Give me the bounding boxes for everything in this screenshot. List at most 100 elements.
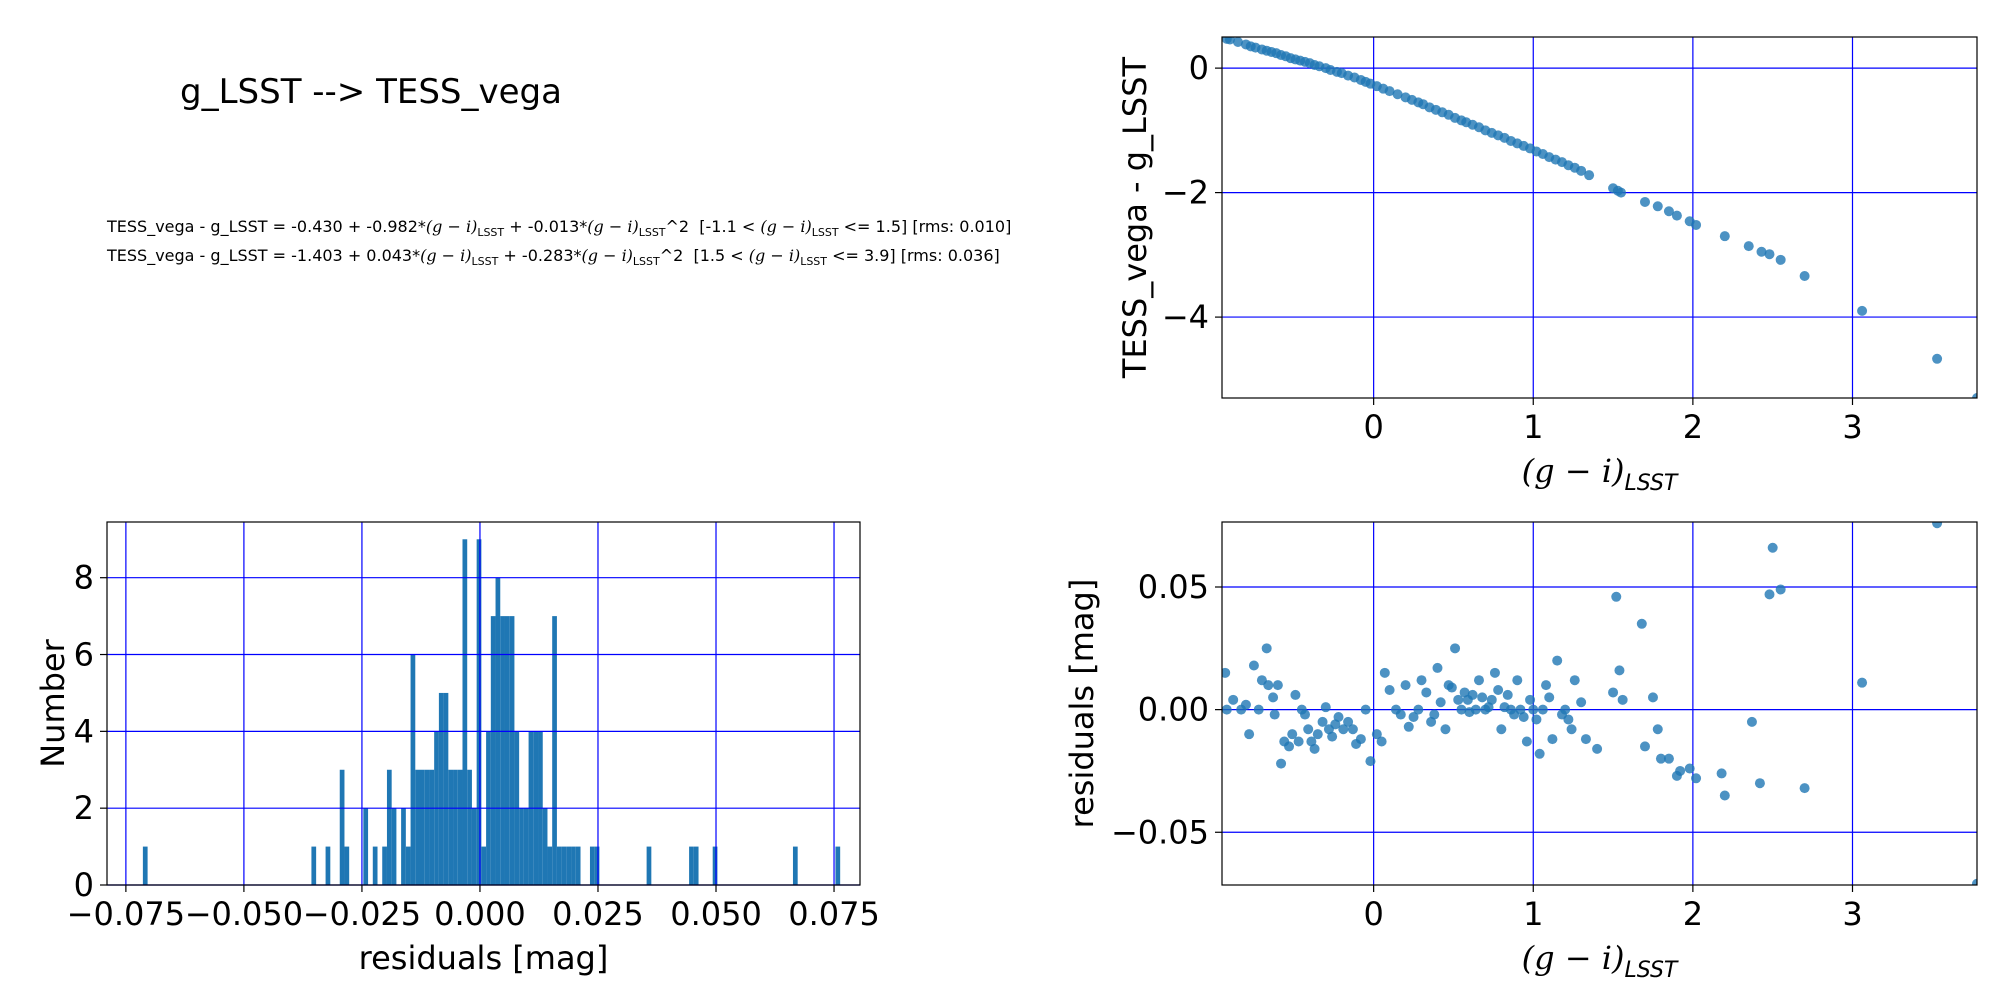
- y-tick-label: −2: [1162, 174, 1209, 212]
- data-point: [1531, 714, 1542, 725]
- data-point: [1269, 709, 1280, 720]
- histogram-bar: [457, 769, 463, 885]
- data-point: [1400, 680, 1411, 691]
- plot-panel-residuals: 0 1 2 3 0.05 0.00 −0.05 (g − i)LSST residuals [m…: [1063, 521, 1978, 983]
- data-point: [1365, 756, 1376, 767]
- figure-title: g_LSST --> TESS_vega: [180, 72, 562, 112]
- data-point: [1799, 783, 1810, 794]
- y-tick-label: 8: [74, 559, 94, 597]
- x-tick-label: 2: [1683, 408, 1703, 446]
- x-tick-label: 0: [1363, 408, 1383, 446]
- y-tick-label: −4: [1162, 298, 1209, 336]
- data-point: [1566, 724, 1577, 735]
- data-point: [1376, 736, 1387, 747]
- data-point: [1857, 305, 1868, 316]
- data-point: [1293, 736, 1304, 747]
- histogram-bar: [561, 846, 567, 885]
- data-point: [1284, 741, 1295, 752]
- data-point: [1489, 667, 1500, 678]
- data-point: [1470, 704, 1481, 715]
- data-point: [1614, 665, 1625, 676]
- histogram-bar: [462, 539, 468, 885]
- data-point: [1592, 743, 1603, 754]
- data-point: [1719, 231, 1730, 242]
- data-point: [1268, 692, 1279, 703]
- data-point: [1560, 704, 1571, 715]
- y-tick-label: 0: [74, 866, 94, 904]
- data-point: [1537, 704, 1548, 715]
- histogram-bar: [344, 846, 350, 885]
- histogram-bar: [552, 616, 557, 885]
- data-point: [1799, 271, 1810, 282]
- y-tick-label: 6: [74, 636, 94, 674]
- histogram-bar: [401, 808, 406, 885]
- histogram-bar: [339, 769, 345, 885]
- x-tick-label: −0.075: [67, 895, 185, 933]
- data-point: [1333, 711, 1344, 722]
- histogram-bar: [589, 846, 595, 885]
- data-point: [1972, 393, 1977, 398]
- data-point: [1413, 704, 1424, 715]
- data-point: [1663, 206, 1674, 217]
- fit-equations: TESS_vega - g_LSST = -0.430 + -0.982*(g …: [107, 215, 1011, 273]
- histogram-bar: [471, 808, 477, 885]
- data-point: [1403, 721, 1414, 732]
- data-point: [1684, 763, 1695, 774]
- histogram-bar: [712, 846, 718, 885]
- data-point: [1547, 734, 1558, 745]
- data-point: [1932, 522, 1943, 529]
- plot-panel-histogram: −0.075 −0.050 −0.025 0.000 0.025 0.050 0.075 0 2…: [34, 521, 880, 977]
- y-tick-label: −0.05: [1111, 813, 1209, 851]
- data-point: [1493, 685, 1504, 696]
- data-point: [1764, 249, 1775, 260]
- axes-frame: [1221, 521, 1978, 886]
- data-point: [1764, 589, 1775, 600]
- data-point: [1416, 675, 1427, 686]
- data-point: [1338, 724, 1349, 735]
- histogram-bar: [571, 846, 576, 885]
- data-point: [1303, 724, 1314, 735]
- data-point: [1576, 697, 1587, 708]
- data-point: [1528, 704, 1539, 715]
- x-tick-label: 3: [1842, 895, 1862, 933]
- y-tick-label: 0: [1189, 49, 1209, 87]
- plot-panel-transformation: 0 1 2 3 0 −2 −4 (g − i)LSST TESS_vega - g_LSST: [1116, 36, 1978, 496]
- data-point: [1429, 709, 1440, 720]
- data-point: [1450, 643, 1461, 654]
- histogram-bar: [594, 846, 600, 885]
- data-point: [1754, 778, 1765, 789]
- data-point: [1276, 758, 1287, 769]
- histogram-bar: [363, 808, 369, 885]
- data-point: [1248, 660, 1259, 671]
- histogram-bar: [481, 846, 487, 885]
- data-point: [1639, 741, 1650, 752]
- histogram-bar: [372, 846, 378, 885]
- data-point: [1512, 675, 1523, 686]
- histogram-bar: [405, 846, 411, 885]
- data-point: [1576, 165, 1587, 176]
- data-point: [1767, 542, 1778, 553]
- data-point: [1272, 680, 1283, 691]
- data-point: [1746, 716, 1757, 727]
- data-point: [1253, 704, 1264, 715]
- data-point: [1222, 667, 1231, 678]
- data-point: [1327, 731, 1338, 742]
- x-tick-label: 0.050: [670, 895, 762, 933]
- data-point: [1317, 716, 1328, 727]
- histogram-bar: [311, 846, 317, 885]
- data-point: [1222, 704, 1232, 715]
- data-point: [1675, 765, 1686, 776]
- data-point: [1719, 790, 1730, 801]
- data-point: [1263, 680, 1274, 691]
- data-point: [1392, 89, 1403, 100]
- data-point: [1569, 675, 1580, 686]
- data-point: [1775, 254, 1786, 265]
- data-point: [1716, 768, 1727, 779]
- data-point: [1972, 878, 1977, 885]
- data-point: [1486, 694, 1497, 705]
- data-point: [1435, 697, 1446, 708]
- data-point: [1611, 591, 1622, 602]
- data-point: [1244, 729, 1255, 740]
- data-point: [1541, 680, 1552, 691]
- histogram-bar: [693, 846, 699, 885]
